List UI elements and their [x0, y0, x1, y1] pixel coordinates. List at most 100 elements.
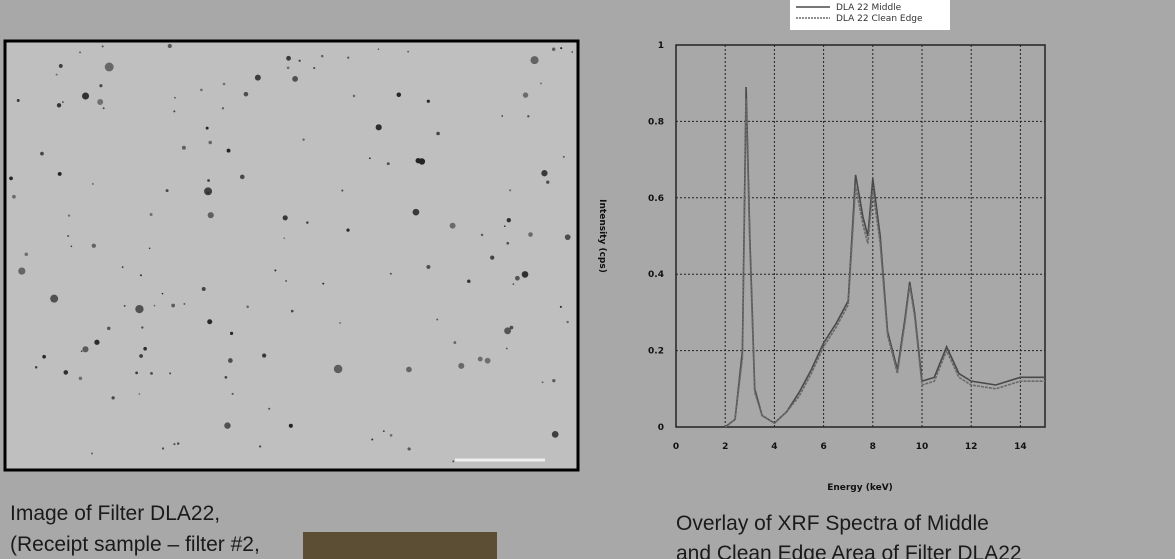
particle	[286, 66, 290, 70]
particle	[150, 371, 153, 375]
particle	[107, 326, 111, 331]
spectrum-line	[724, 87, 1045, 428]
particle	[183, 302, 186, 305]
particle	[375, 124, 382, 131]
particle	[177, 442, 180, 445]
particle	[286, 55, 291, 61]
particle	[224, 422, 231, 429]
particle	[229, 331, 234, 335]
particle	[377, 48, 380, 51]
particle	[169, 372, 172, 375]
y-tick-label: 0.8	[648, 117, 664, 127]
particle	[415, 157, 421, 164]
particle	[306, 221, 309, 224]
filter-image	[3, 39, 580, 472]
particle	[449, 222, 456, 229]
particle	[566, 320, 569, 324]
particle	[268, 407, 271, 410]
particle	[148, 247, 151, 250]
particle	[341, 189, 344, 192]
particle	[436, 318, 439, 321]
particle	[504, 327, 512, 335]
particle	[346, 228, 350, 232]
particle	[512, 283, 515, 286]
particle	[123, 304, 126, 307]
particle	[407, 50, 410, 53]
particle	[509, 325, 514, 330]
particle	[564, 234, 571, 241]
particle	[174, 96, 176, 99]
particle	[505, 347, 508, 350]
image-frame	[3, 39, 580, 472]
particle	[302, 138, 305, 141]
particle	[173, 110, 176, 113]
particle	[207, 212, 214, 219]
particle	[426, 99, 430, 103]
particle	[339, 321, 342, 324]
particle	[288, 423, 293, 428]
particle	[320, 54, 324, 58]
particle	[412, 208, 420, 216]
particle	[458, 362, 465, 369]
particle	[480, 233, 484, 237]
particle	[396, 92, 402, 98]
particle	[67, 214, 71, 217]
particle	[34, 366, 38, 369]
particle	[274, 269, 277, 272]
particle	[139, 274, 142, 277]
particle	[111, 396, 115, 400]
x-tick-label: 6	[820, 442, 826, 452]
particle	[528, 232, 533, 237]
particle	[506, 241, 510, 245]
particle	[57, 171, 62, 176]
particle	[226, 148, 231, 153]
particle	[55, 73, 58, 76]
particle	[477, 356, 483, 362]
spectrum-line	[724, 98, 1045, 428]
y-tick-label: 1	[658, 41, 664, 51]
particle	[560, 47, 563, 50]
particle	[91, 243, 96, 248]
particle	[407, 447, 411, 451]
particle	[313, 66, 316, 70]
particle	[82, 346, 89, 353]
particle	[56, 103, 62, 108]
particle	[101, 45, 104, 48]
left-caption-line2: (Receipt sample – filter #2,	[10, 533, 260, 556]
x-tick-label: 10	[916, 442, 929, 452]
particle	[501, 115, 504, 117]
particle	[149, 212, 153, 216]
particle	[515, 275, 520, 281]
particle	[452, 460, 455, 463]
particle	[282, 215, 288, 221]
y-tick-label: 0.2	[648, 347, 664, 357]
particle	[562, 155, 565, 158]
particle	[436, 131, 440, 136]
y-tick-label: 0.6	[648, 194, 664, 204]
particle	[406, 366, 412, 373]
particle	[24, 252, 29, 257]
right-caption-line1: Overlay of XRF Spectra of Middle	[676, 512, 989, 535]
particle	[135, 371, 138, 375]
particle	[200, 88, 203, 92]
particle	[239, 174, 245, 180]
particle	[173, 443, 176, 446]
legend-box	[790, 0, 950, 30]
particle	[16, 99, 20, 102]
particle	[246, 305, 249, 309]
particle	[78, 376, 83, 381]
particle	[453, 341, 457, 345]
particle	[91, 182, 94, 185]
particle	[352, 94, 356, 98]
particle	[546, 180, 550, 184]
particle	[509, 189, 512, 192]
particle	[50, 294, 59, 303]
particle	[386, 162, 390, 166]
particle	[503, 225, 506, 227]
y-tick-label: 0	[658, 423, 664, 433]
redaction	[303, 532, 497, 559]
particle	[201, 286, 206, 291]
particle	[135, 304, 144, 314]
particle	[227, 358, 233, 363]
x-tick-label: 0	[673, 442, 679, 452]
